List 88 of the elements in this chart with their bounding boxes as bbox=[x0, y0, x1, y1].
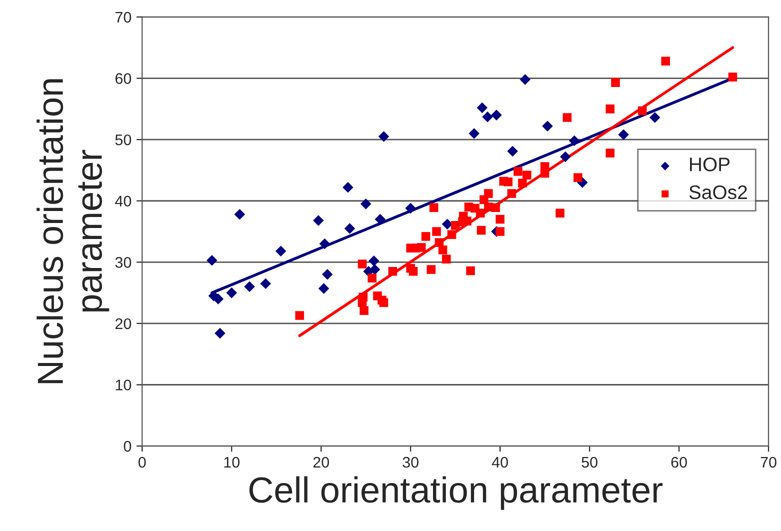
point bbox=[432, 227, 441, 236]
x-tick-label: 50 bbox=[582, 456, 598, 468]
point bbox=[408, 266, 418, 276]
point bbox=[244, 281, 255, 292]
point bbox=[226, 287, 237, 298]
point bbox=[388, 266, 398, 276]
point bbox=[322, 269, 333, 280]
x-tick-label: 10 bbox=[224, 456, 240, 468]
point bbox=[358, 298, 367, 308]
point bbox=[514, 167, 522, 176]
point bbox=[649, 112, 660, 123]
point bbox=[344, 223, 356, 234]
point bbox=[491, 203, 500, 212]
point bbox=[496, 227, 504, 236]
point bbox=[574, 173, 582, 182]
point bbox=[638, 106, 647, 116]
y-tick-label: 20 bbox=[116, 318, 132, 330]
x-axis-title: Cell orientation parameter bbox=[249, 476, 662, 510]
y-tick-label: 0 bbox=[124, 440, 132, 452]
point bbox=[368, 274, 376, 282]
point bbox=[476, 208, 485, 218]
point bbox=[342, 182, 354, 193]
y-axis-title: Nucleus orientation parameter bbox=[36, 79, 110, 384]
point bbox=[214, 328, 226, 339]
point bbox=[426, 265, 436, 274]
point bbox=[275, 246, 286, 257]
point bbox=[618, 129, 629, 140]
point bbox=[260, 278, 272, 289]
point bbox=[212, 294, 224, 304]
x-tick-label: 0 bbox=[138, 456, 146, 468]
point bbox=[496, 214, 504, 224]
x-tick-label: 30 bbox=[402, 456, 418, 468]
point bbox=[378, 131, 390, 142]
point bbox=[504, 177, 513, 186]
point bbox=[319, 238, 330, 250]
point bbox=[518, 178, 527, 188]
point bbox=[466, 266, 475, 276]
point bbox=[484, 189, 493, 198]
point bbox=[568, 135, 580, 146]
point bbox=[520, 74, 530, 85]
point bbox=[611, 78, 620, 87]
point bbox=[405, 202, 416, 214]
x-tick-label: 40 bbox=[492, 456, 508, 468]
point bbox=[507, 146, 518, 157]
point bbox=[438, 246, 448, 254]
point bbox=[542, 120, 553, 132]
y-tick-label: 70 bbox=[116, 12, 132, 23]
legend-label: SaOs2 bbox=[689, 185, 747, 200]
point bbox=[295, 311, 304, 320]
point bbox=[318, 283, 330, 294]
point bbox=[606, 104, 615, 114]
y-tick-label: 30 bbox=[115, 257, 132, 268]
y-tick-label: 10 bbox=[116, 380, 132, 390]
point bbox=[313, 215, 324, 226]
point bbox=[234, 208, 246, 220]
point bbox=[369, 264, 380, 275]
point bbox=[442, 254, 451, 264]
point bbox=[540, 168, 550, 178]
point bbox=[360, 198, 372, 210]
point bbox=[476, 226, 486, 235]
point bbox=[368, 256, 380, 266]
point bbox=[491, 110, 502, 120]
point bbox=[447, 230, 456, 239]
point bbox=[728, 72, 738, 82]
point bbox=[421, 232, 430, 241]
x-tick-label: 70 bbox=[760, 456, 776, 468]
y-tick-label: 60 bbox=[116, 73, 132, 84]
point bbox=[507, 189, 516, 198]
point bbox=[206, 254, 218, 266]
point bbox=[482, 112, 493, 122]
point bbox=[360, 306, 368, 315]
point bbox=[560, 151, 571, 162]
point bbox=[562, 113, 572, 122]
point bbox=[606, 148, 615, 158]
point bbox=[476, 102, 488, 114]
point bbox=[556, 208, 564, 218]
y-tick-label: 40 bbox=[115, 196, 132, 207]
x-tick-label: 60 bbox=[671, 456, 687, 468]
point bbox=[416, 243, 426, 252]
x-tick-label: 20 bbox=[313, 456, 330, 468]
point bbox=[468, 128, 480, 139]
y-tick-label: 50 bbox=[115, 134, 132, 146]
point bbox=[358, 260, 367, 268]
point bbox=[661, 56, 670, 66]
point bbox=[379, 298, 388, 308]
legend-label: HOP bbox=[690, 158, 730, 172]
point bbox=[429, 203, 438, 212]
point bbox=[522, 170, 532, 180]
